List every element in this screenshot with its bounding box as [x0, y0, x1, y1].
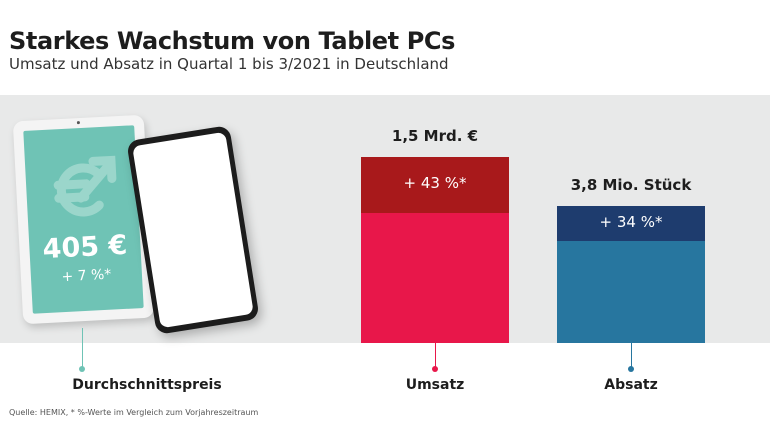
euro-growth-icon: [53, 155, 117, 217]
category-label-umsatz: Umsatz: [405, 377, 465, 393]
tablet-screen: 405 € + 7 %*: [23, 125, 144, 314]
bar-value-label-umsatz: 1,5 Mrd. €: [391, 127, 479, 145]
average-price-change: + 7 %*: [61, 266, 112, 286]
absatz-connector-dot: [628, 366, 634, 372]
chart-title: Starkes Wachstum von Tablet PCs: [9, 27, 456, 55]
bar-growth-label-absatz: + 34 %*: [599, 213, 663, 231]
source-note: Quelle: HEMIX, * %-Werte im Vergleich zu…: [9, 408, 259, 417]
chart-subtitle: Umsatz und Absatz in Quartal 1 bis 3/202…: [9, 55, 449, 73]
bar-umsatz-base: [361, 213, 509, 343]
bar-growth-label-umsatz: + 43 %*: [403, 174, 467, 192]
umsatz-connector-dot: [432, 366, 438, 372]
category-label-durchschnittspreis: Durchschnittspreis: [72, 377, 222, 393]
bar-absatz-growth: + 34 %*: [557, 206, 705, 241]
category-label-absatz: Absatz: [604, 377, 658, 393]
tablet-camera: [76, 121, 80, 125]
average-price-value: 405 €: [41, 229, 128, 266]
price-connector-dot: [79, 366, 85, 372]
price-connector-line: [82, 328, 83, 368]
bar-value-label-absatz: 3,8 Mio. Stück: [570, 176, 692, 194]
bar-umsatz-growth: + 43 %*: [361, 157, 509, 213]
absatz-connector-line: [631, 343, 632, 368]
tablet-illustration: 405 € + 7 %*: [12, 114, 155, 325]
umsatz-connector-line: [435, 343, 436, 368]
bar-absatz-base: [557, 241, 705, 343]
